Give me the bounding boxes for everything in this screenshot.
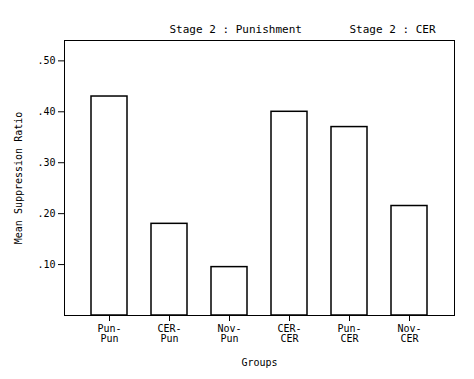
svg-text:Nov-Pun: Nov-Pun bbox=[217, 323, 241, 344]
svg-text:CER-CER: CER-CER bbox=[277, 323, 301, 344]
svg-text:.10: .10 bbox=[37, 259, 55, 270]
svg-text:Stage 2 : CER: Stage 2 : CER bbox=[350, 23, 436, 36]
svg-text:Mean Suppression Ratio: Mean Suppression Ratio bbox=[13, 112, 24, 244]
svg-text:Pun-Pun: Pun-Pun bbox=[97, 323, 121, 344]
svg-text:.40: .40 bbox=[37, 106, 55, 117]
svg-text:.30: .30 bbox=[37, 157, 55, 168]
svg-text:Nov-CER: Nov-CER bbox=[397, 323, 421, 344]
svg-text:CER-Pun: CER-Pun bbox=[157, 323, 181, 344]
svg-text:Pun-CER: Pun-CER bbox=[337, 323, 361, 344]
svg-text:.20: .20 bbox=[37, 208, 55, 219]
svg-text:Stage 2 : Punishment: Stage 2 : Punishment bbox=[170, 23, 302, 36]
svg-text:.50: .50 bbox=[37, 55, 55, 66]
svg-text:Groups: Groups bbox=[241, 357, 277, 368]
